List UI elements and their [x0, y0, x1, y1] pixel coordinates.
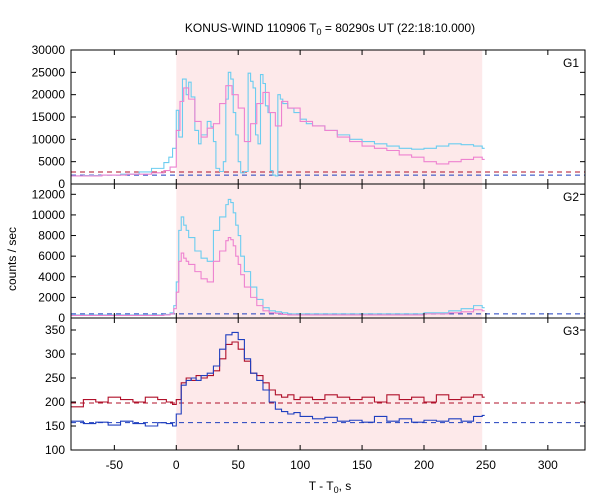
y-tick-label: 8000	[38, 229, 65, 243]
y-tick-label: 20000	[32, 88, 66, 102]
y-tick-label: 10000	[32, 208, 66, 222]
x-tick-label: 250	[476, 458, 496, 472]
x-tick-label: -50	[106, 458, 124, 472]
chart-title: KONUS-WIND 110906 T0 = 80290s UT (22:18:…	[185, 21, 475, 37]
x-tick-label: 150	[352, 458, 372, 472]
series-cyan-line	[71, 71, 485, 177]
x-axis-label: T - T0, s	[309, 479, 352, 495]
y-tick-label: 250	[45, 371, 65, 385]
x-tick-label: 0	[173, 458, 180, 472]
y-tick-label: 12000	[32, 187, 66, 201]
panel-frame	[70, 317, 586, 451]
y-axis-label: counts / sec	[5, 227, 19, 291]
panel-g1: 0 5000 10000 15000 20000 25000 30000 G1	[32, 43, 586, 191]
series-blue-line	[71, 331, 485, 427]
y-tick-label: 200	[45, 395, 65, 409]
y-tick-label: 4000	[38, 270, 65, 284]
series-pink-line	[71, 85, 485, 177]
series-pink-line	[71, 237, 485, 316]
y-tick-label: 2000	[38, 290, 65, 304]
series-cyan-line	[71, 198, 485, 316]
panel-label: G3	[563, 324, 579, 338]
y-tick-label: 10000	[32, 132, 66, 146]
panel-g3: 100 150 200 250 300 350 G3	[45, 317, 586, 457]
y-tick-label: 0	[58, 311, 65, 325]
shaded-interval	[176, 184, 483, 318]
x-tick-label: 300	[538, 458, 558, 472]
y-tick-label: 30000	[32, 43, 66, 57]
panel-label: G1	[563, 56, 579, 70]
x-tick-label: 200	[414, 458, 434, 472]
panel-g2: 0 2000 4000 6000 8000 10000 12000 G2	[32, 183, 586, 325]
y-tick-label: 15000	[32, 110, 66, 124]
y-tick-label: 0	[58, 177, 65, 191]
x-tick-label: 100	[290, 458, 310, 472]
y-tick-label: 6000	[38, 249, 65, 263]
y-tick-label: 25000	[32, 65, 66, 79]
y-tick-label: 300	[45, 347, 65, 361]
panel-label: G2	[563, 190, 579, 204]
shaded-interval	[176, 318, 483, 450]
x-tick-label: 50	[232, 458, 246, 472]
y-tick-label: 350	[45, 323, 65, 337]
y-tick-label: 5000	[38, 155, 65, 169]
panels-group: 050001000015000200002500030000G102000400…	[32, 43, 586, 472]
y-tick-label: 150	[45, 419, 65, 433]
y-tick-label: 100	[45, 443, 65, 457]
